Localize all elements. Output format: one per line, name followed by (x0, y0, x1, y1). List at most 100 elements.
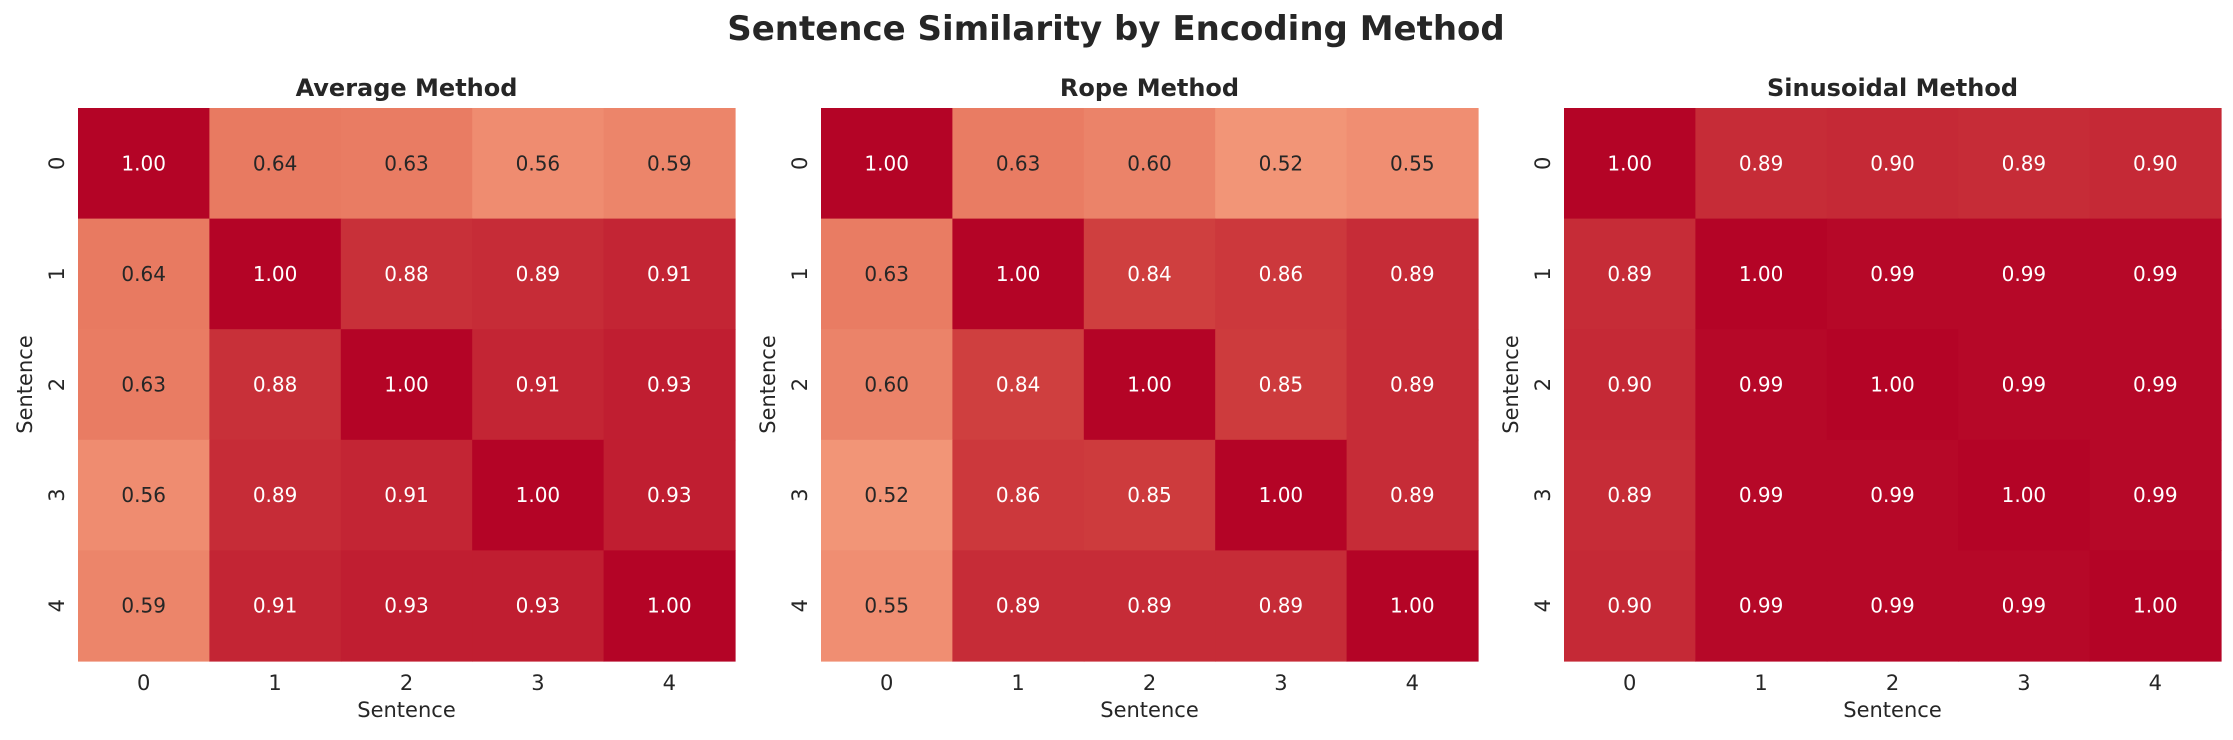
x-tick-label: 1 (268, 671, 281, 695)
x-tick-label: 0 (137, 671, 150, 695)
heatmap-cell (209, 218, 342, 330)
heatmap-cell (821, 329, 953, 441)
cell-value-label: 0.99 (2133, 373, 2178, 397)
heatmap-cell (1958, 550, 2091, 662)
y-tick-label: 1 (1531, 267, 1555, 280)
heatmap-cell (1958, 439, 2091, 551)
x-tick-label: 4 (663, 671, 676, 695)
x-tick-label: 0 (880, 671, 893, 695)
cell-value-label: 1.00 (1870, 373, 1915, 397)
cell-value-label: 0.99 (1739, 373, 1784, 397)
cell-value-label: 1.00 (121, 151, 166, 175)
y-tick-label: 2 (1531, 378, 1555, 391)
panel-title: Sinusoidal Method (1767, 74, 2018, 102)
heatmap-cell (821, 108, 953, 220)
heatmap-cell (952, 329, 1085, 441)
heatmap-cell (2089, 329, 2222, 441)
heatmap-cell (1695, 329, 1828, 441)
heatmap-cell (78, 550, 210, 662)
cell-value-label: 1.00 (384, 373, 429, 397)
heatmap-cell (472, 218, 605, 330)
heatmap-panels: Average Method 1.00 0.64 0.63 0.56 0.59 0.64 1.… (13, 74, 2222, 722)
heatmap-cell (340, 108, 473, 220)
heatmap-cell (472, 550, 605, 662)
heatmap-cell (1215, 329, 1348, 441)
heatmap-cell (340, 550, 473, 662)
heatmap-cell (1215, 218, 1348, 330)
cell-value-label: 0.89 (1607, 483, 1652, 507)
heatmap-cell (1695, 439, 1828, 551)
y-tick-label: 0 (788, 157, 812, 170)
y-tick-label: 0 (45, 157, 69, 170)
heatmap-cell (1346, 108, 1479, 220)
cell-value-label: 1.00 (1259, 483, 1304, 507)
heatmap-cell (209, 439, 342, 551)
cell-value-label: 0.90 (1870, 151, 1915, 175)
cell-value-label: 0.99 (2133, 483, 2178, 507)
y-tick-label: 4 (1531, 599, 1555, 612)
cell-value-label: 0.89 (2002, 151, 2047, 175)
cell-value-label: 0.84 (1127, 262, 1172, 286)
heatmap-cell (1083, 329, 1216, 441)
cell-value-label: 0.91 (647, 262, 692, 286)
cell-value-label: 0.85 (1259, 373, 1304, 397)
heatmap-cell (472, 439, 605, 551)
heatmap-cell (952, 550, 1085, 662)
x-tick-label: 3 (1274, 671, 1287, 695)
heatmap-cell (340, 218, 473, 330)
y-tick-label: 3 (1531, 488, 1555, 501)
cell-value-label: 0.52 (1259, 151, 1304, 175)
x-tick-label: 4 (1406, 671, 1419, 695)
cell-value-label: 0.89 (1390, 483, 1435, 507)
cell-value-label: 0.89 (1390, 262, 1435, 286)
cell-value-label: 0.86 (996, 483, 1041, 507)
cell-value-label: 0.89 (1127, 594, 1172, 618)
heatmap-cell (1346, 329, 1479, 441)
heatmap-cell (340, 329, 473, 441)
heatmap-cell (1564, 550, 1696, 662)
heatmap-cell (1826, 108, 1959, 220)
y-tick-label: 1 (45, 267, 69, 280)
cell-value-label: 0.55 (864, 594, 909, 618)
cell-value-label: 0.63 (996, 151, 1041, 175)
heatmap-cell (78, 329, 210, 441)
cell-value-label: 0.90 (2133, 151, 2178, 175)
heatmap-cell (78, 108, 210, 220)
heatmap-cell (1215, 550, 1348, 662)
heatmap-cell (1695, 108, 1828, 220)
cell-value-label: 0.93 (647, 483, 692, 507)
panel-title: Average Method (296, 74, 518, 102)
cell-value-label: 0.60 (1127, 151, 1172, 175)
cell-value-label: 0.60 (864, 373, 909, 397)
heatmap-cell (1083, 550, 1216, 662)
cell-value-label: 0.56 (516, 151, 561, 175)
cell-value-label: 0.63 (121, 373, 166, 397)
cell-value-label: 1.00 (1607, 151, 1652, 175)
cell-value-label: 1.00 (1127, 373, 1172, 397)
cell-value-label: 0.89 (1739, 151, 1784, 175)
cell-value-label: 0.99 (2133, 262, 2178, 286)
cell-value-label: 0.86 (1259, 262, 1304, 286)
cell-value-label: 0.91 (384, 483, 429, 507)
cell-value-label: 0.99 (1870, 483, 1915, 507)
heatmap-cell (1695, 550, 1828, 662)
x-tick-label: 3 (2017, 671, 2030, 695)
heatmap-cell (1826, 439, 1959, 551)
x-tick-label: 3 (531, 671, 544, 695)
y-axis-label: Sentence (1499, 335, 1523, 434)
y-tick-label: 2 (45, 378, 69, 391)
y-tick-label: 0 (1531, 157, 1555, 170)
heatmap-cell (603, 108, 736, 220)
cell-value-label: 0.59 (647, 151, 692, 175)
heatmap-cell (209, 108, 342, 220)
cell-value-label: 0.93 (516, 594, 561, 618)
heatmap-cell (1083, 439, 1216, 551)
heatmap-cell (340, 439, 473, 551)
cell-value-label: 0.89 (253, 483, 298, 507)
heatmap-cell (1564, 218, 1696, 330)
y-tick-label: 4 (45, 599, 69, 612)
cell-value-label: 1.00 (996, 262, 1041, 286)
cell-value-label: 0.90 (1607, 373, 1652, 397)
y-tick-label: 3 (788, 488, 812, 501)
